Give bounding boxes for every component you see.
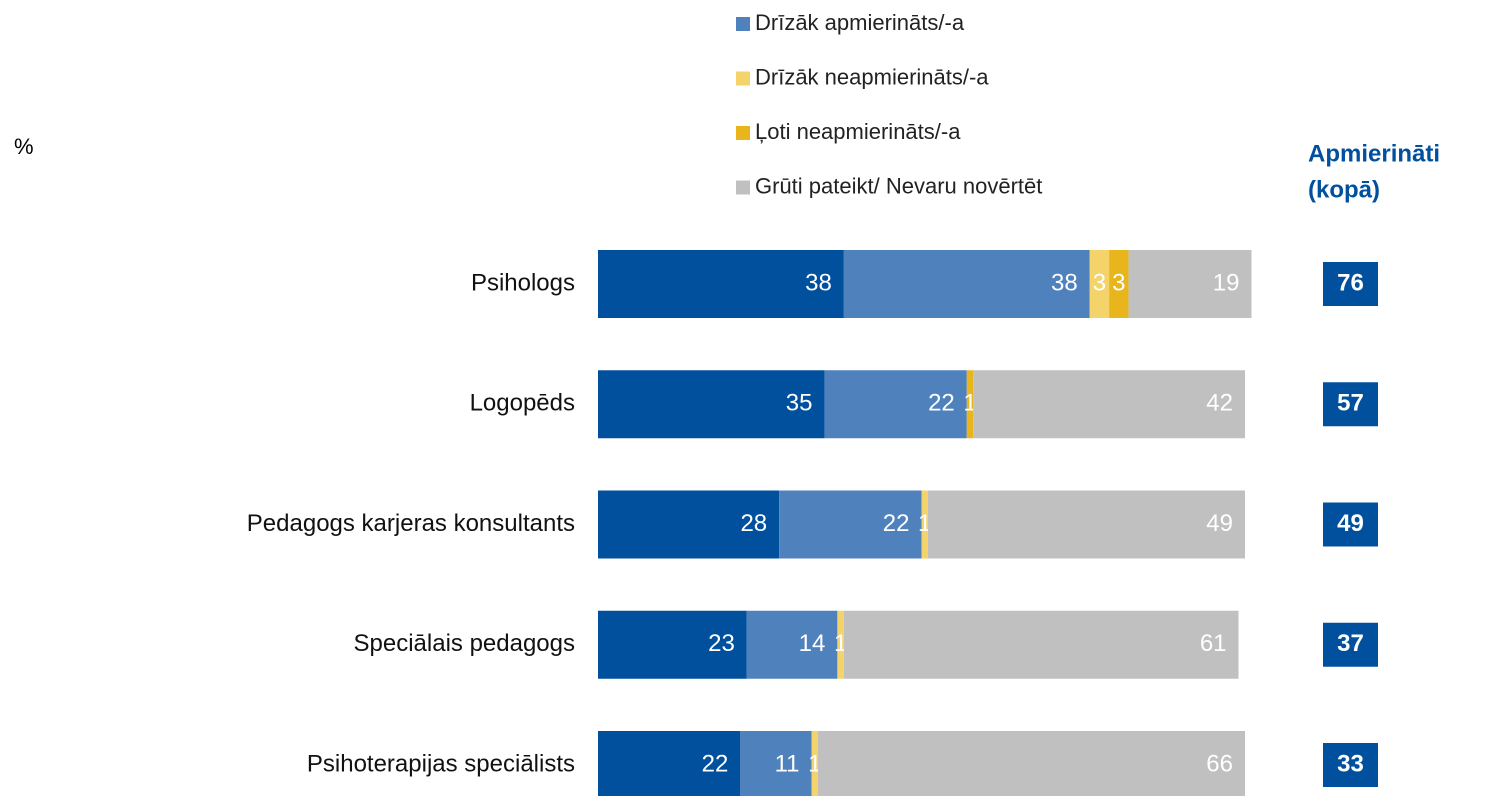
- bar-segment: [598, 250, 844, 318]
- value-label: 19: [1213, 269, 1240, 296]
- legend-label: Drīzāk neapmierināts/-a: [755, 64, 989, 89]
- bar-segment: [921, 490, 928, 559]
- total-box: [1323, 622, 1378, 667]
- bar-segment: [837, 610, 844, 679]
- category-label: Psihologs: [471, 269, 575, 296]
- total-box: [1323, 262, 1378, 306]
- bar-segment: [824, 370, 967, 439]
- total-box: [1323, 502, 1378, 547]
- value-label: 3: [1093, 269, 1106, 296]
- value-label: 35: [786, 390, 813, 417]
- total-label: 57: [1337, 390, 1364, 417]
- bar-segment: [811, 731, 818, 799]
- unit-label: %: [14, 134, 34, 159]
- value-label: 61: [1200, 630, 1227, 657]
- bar-segment: [1089, 250, 1110, 318]
- bar-segment: [598, 610, 747, 679]
- total-label: 76: [1337, 269, 1364, 296]
- bar-segment: [1128, 250, 1252, 318]
- bar-segment: [843, 250, 1090, 318]
- value-label: 22: [928, 390, 955, 417]
- legend-label: Ļoti neapmierināts/-a: [755, 119, 961, 144]
- total-label: 49: [1337, 510, 1364, 537]
- value-label: 14: [799, 630, 826, 657]
- total-box: [1323, 743, 1378, 787]
- bar-segment: [746, 610, 838, 679]
- value-label: 11: [775, 750, 800, 777]
- bar-segment: [927, 490, 1245, 559]
- legend-swatch: [736, 126, 750, 140]
- totals-title: Apmierināti: [1308, 140, 1440, 167]
- value-label: 3: [1112, 269, 1125, 296]
- value-label: 22: [883, 510, 910, 537]
- legend-label: Grūti pateikt/ Nevaru novērtēt: [755, 173, 1042, 198]
- value-label: 28: [740, 510, 767, 537]
- value-label: 22: [702, 750, 729, 777]
- bar-segment: [598, 731, 741, 799]
- value-label: 49: [1206, 510, 1233, 537]
- bar-segment: [843, 610, 1239, 679]
- legend-swatch: [736, 180, 750, 195]
- totals-title: (kopā): [1308, 176, 1380, 203]
- bar-segment: [598, 370, 825, 439]
- bar-segment: [740, 731, 812, 799]
- legend-swatch: [736, 17, 750, 31]
- bar-segment: [817, 731, 1245, 799]
- category-label: Pedagogs karjeras konsultants: [247, 510, 575, 537]
- bar-segment: [973, 370, 1245, 439]
- bar-segment: [779, 490, 922, 559]
- bar-segment: [598, 490, 780, 559]
- category-label: Psihoterapijas speciālists: [307, 750, 575, 777]
- value-label: 66: [1206, 750, 1233, 777]
- value-label: 38: [1051, 269, 1078, 296]
- category-label: Logopēds: [470, 390, 575, 417]
- total-label: 37: [1337, 630, 1364, 657]
- value-label: 38: [805, 269, 832, 296]
- value-label: 23: [708, 630, 735, 657]
- total-box: [1323, 382, 1378, 427]
- value-label: 42: [1206, 390, 1233, 417]
- total-label: 33: [1337, 750, 1364, 777]
- bar-segment: [1109, 250, 1129, 318]
- legend-swatch: [736, 71, 750, 86]
- bar-segment: [966, 370, 974, 439]
- category-label: Speciālais pedagogs: [354, 630, 576, 657]
- legend-label: Drīzāk apmierināts/-a: [755, 10, 965, 35]
